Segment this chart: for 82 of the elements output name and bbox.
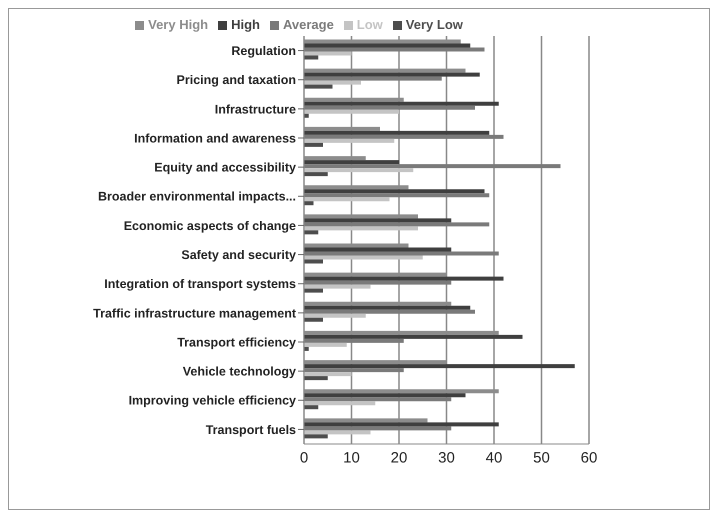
legend-label: High bbox=[231, 17, 260, 32]
bar bbox=[304, 130, 490, 135]
bar bbox=[304, 76, 442, 81]
bar bbox=[304, 172, 328, 176]
bar bbox=[304, 51, 352, 56]
bar bbox=[304, 280, 452, 285]
bar bbox=[304, 364, 575, 368]
bar bbox=[304, 338, 404, 343]
x-tick-label: 0 bbox=[300, 450, 308, 467]
bar bbox=[304, 164, 560, 168]
bar bbox=[304, 247, 452, 252]
y-tick-label: Infrastructure bbox=[214, 102, 296, 116]
bar bbox=[304, 138, 394, 143]
bar bbox=[304, 226, 418, 230]
x-tick-label: 40 bbox=[486, 450, 502, 467]
bar bbox=[304, 72, 480, 77]
bar bbox=[304, 160, 399, 164]
bar bbox=[304, 284, 370, 289]
bar bbox=[304, 114, 309, 118]
bar bbox=[304, 376, 328, 380]
bar bbox=[304, 251, 499, 256]
bar bbox=[304, 201, 314, 206]
bar bbox=[304, 310, 475, 314]
y-tick-label: Safety and security bbox=[181, 248, 296, 262]
bar bbox=[304, 342, 347, 347]
bar bbox=[304, 401, 376, 406]
bar bbox=[304, 230, 318, 234]
legend-label: Low bbox=[356, 17, 383, 32]
bar bbox=[304, 288, 323, 293]
bar bbox=[304, 102, 499, 106]
bar bbox=[304, 106, 475, 110]
bar bbox=[304, 193, 490, 198]
bar bbox=[304, 334, 522, 339]
bar bbox=[304, 405, 318, 410]
bar bbox=[304, 84, 332, 89]
y-tick-label: Vehicle technology bbox=[182, 364, 296, 379]
y-tick-label: Transport efficiency bbox=[177, 335, 296, 350]
bar bbox=[304, 189, 484, 194]
bar bbox=[304, 346, 309, 351]
bar bbox=[304, 306, 470, 310]
bar bbox=[304, 168, 414, 172]
bar bbox=[304, 47, 484, 52]
bar bbox=[304, 55, 318, 60]
bar bbox=[304, 368, 404, 372]
y-tick-label: Pricing and taxation bbox=[176, 73, 296, 88]
x-tick-label: 30 bbox=[438, 450, 455, 467]
bar bbox=[304, 259, 323, 264]
y-tick-label: Equity and accessibility bbox=[154, 160, 296, 175]
y-tick-label: Transport fuels bbox=[206, 422, 296, 437]
y-tick-label: Integration of transport systems bbox=[104, 277, 296, 292]
legend-label: Average bbox=[282, 17, 334, 32]
bar bbox=[304, 222, 490, 226]
bar bbox=[304, 422, 499, 426]
y-tick-label: Economic aspects of change bbox=[124, 218, 296, 233]
bar bbox=[304, 430, 370, 434]
bar bbox=[304, 142, 323, 147]
y-tick-label: Traffic infrastructure management bbox=[93, 306, 297, 320]
x-tick-label: 20 bbox=[390, 450, 408, 467]
bar bbox=[304, 134, 504, 139]
y-tick-label: Broader environmental impacts... bbox=[98, 190, 296, 204]
bar bbox=[304, 218, 452, 222]
x-tick-label: 50 bbox=[533, 450, 550, 467]
bar bbox=[304, 197, 390, 202]
bar bbox=[304, 372, 352, 376]
bar bbox=[304, 110, 399, 114]
bar bbox=[304, 434, 328, 438]
bar bbox=[304, 393, 466, 398]
y-tick-label: Improving vehicle efficiency bbox=[128, 394, 296, 408]
y-tick-label: Regulation bbox=[231, 44, 296, 58]
x-tick-label: 60 bbox=[580, 450, 598, 467]
bar bbox=[304, 314, 366, 318]
bar bbox=[304, 276, 504, 281]
bar bbox=[304, 397, 452, 402]
bar bbox=[304, 318, 323, 322]
x-tick-label: 10 bbox=[343, 450, 360, 467]
legend-label: Very Low bbox=[406, 17, 463, 32]
bar bbox=[304, 255, 423, 260]
bar bbox=[304, 43, 470, 48]
bar bbox=[304, 426, 452, 430]
legend-label: Very High bbox=[148, 17, 208, 32]
y-tick-label: Information and awareness bbox=[134, 131, 296, 146]
bar bbox=[304, 80, 361, 85]
